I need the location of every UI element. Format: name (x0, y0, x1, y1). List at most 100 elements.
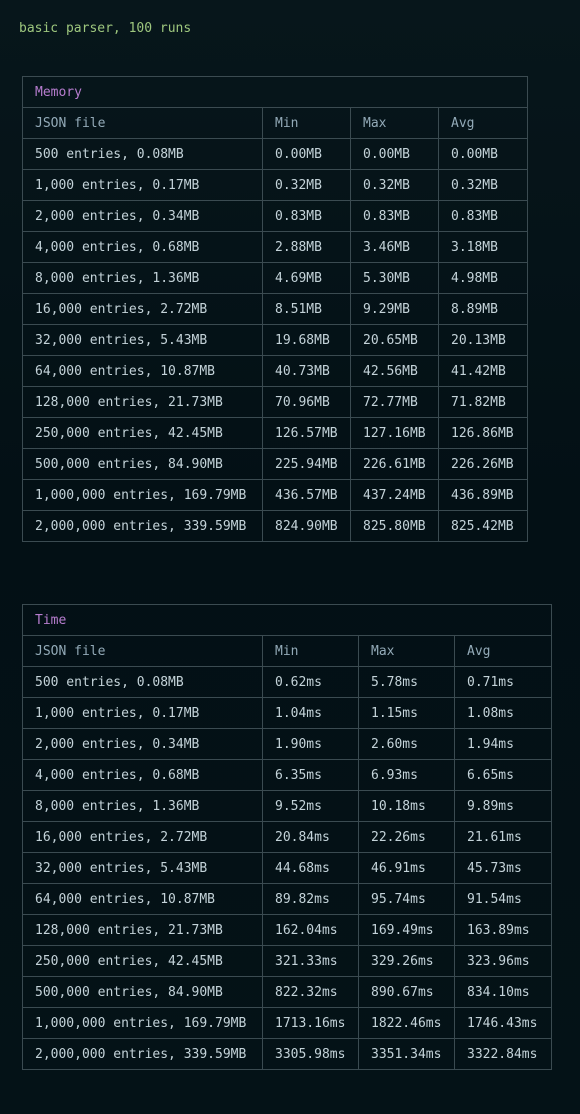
memory-caption: Memory (21, 76, 529, 108)
page-title: basic parser, 100 runs (19, 21, 192, 36)
cell-avg: 0.71ms (454, 666, 552, 698)
cell-min: 225.94MB (262, 448, 351, 480)
cell-avg: 436.89MB (437, 479, 529, 511)
table-row: 32,000 entries, 5.43MB 19.68MB 20.65MB 20.1… (22, 324, 529, 356)
cell-max: 22.26ms (358, 821, 455, 853)
cell-avg: 91.54ms (454, 883, 552, 915)
cell-min: 9.52ms (262, 790, 359, 822)
cell-json-file: 4,000 entries, 0.68MB (22, 231, 263, 263)
memory-table: Memory JSON file Min Max Avg 500 entries… (21, 76, 529, 542)
cell-json-file: 8,000 entries, 1.36MB (22, 790, 263, 822)
cell-avg: 4.98MB (437, 262, 529, 294)
table-row: 500 entries, 0.08MB 0.62ms 5.78ms 0.71ms (22, 666, 552, 698)
column-header-min: Min (262, 107, 351, 139)
cell-json-file: 250,000 entries, 42.45MB (22, 945, 263, 977)
column-header-avg: Avg (437, 107, 529, 139)
cell-min: 4.69MB (262, 262, 351, 294)
cell-avg: 41.42MB (437, 355, 529, 387)
cell-avg: 6.65ms (454, 759, 552, 791)
cell-json-file: 128,000 entries, 21.73MB (22, 386, 263, 418)
cell-json-file: 16,000 entries, 2.72MB (22, 293, 263, 325)
cell-min: 89.82ms (262, 883, 359, 915)
cell-min: 824.90MB (262, 510, 351, 542)
column-header-min: Min (262, 635, 359, 667)
cell-min: 44.68ms (262, 852, 359, 884)
time-header-row: JSON file Min Max Avg (22, 635, 552, 667)
cell-min: 126.57MB (262, 417, 351, 449)
cell-json-file: 2,000 entries, 0.34MB (22, 728, 263, 760)
cell-avg: 1.94ms (454, 728, 552, 760)
time-table: Time JSON file Min Max Avg 500 entries, … (22, 604, 552, 1070)
cell-max: 5.78ms (358, 666, 455, 698)
cell-avg: 45.73ms (454, 852, 552, 884)
cell-min: 20.84ms (262, 821, 359, 853)
cell-max: 95.74ms (358, 883, 455, 915)
cell-json-file: 64,000 entries, 10.87MB (22, 883, 263, 915)
cell-json-file: 4,000 entries, 0.68MB (22, 759, 263, 791)
cell-max: 890.67ms (358, 976, 455, 1008)
cell-min: 8.51MB (262, 293, 351, 325)
cell-json-file: 1,000,000 entries, 169.79MB (22, 479, 263, 511)
table-row: 1,000,000 entries, 169.79MB 1713.16ms 1822… (22, 1007, 552, 1039)
cell-avg: 20.13MB (437, 324, 529, 356)
cell-json-file: 32,000 entries, 5.43MB (22, 324, 263, 356)
cell-min: 321.33ms (262, 945, 359, 977)
cell-min: 6.35ms (262, 759, 359, 791)
cell-avg: 0.83MB (437, 200, 529, 232)
table-row: 4,000 entries, 0.68MB 2.88MB 3.46MB 3.18MB (22, 231, 529, 263)
cell-max: 0.00MB (350, 138, 439, 170)
cell-min: 0.83MB (262, 200, 351, 232)
cell-min: 0.00MB (262, 138, 351, 170)
column-header-max: Max (358, 635, 455, 667)
table-row: 500,000 entries, 84.90MB 822.32ms 890.67ms… (22, 976, 552, 1008)
table-row: 250,000 entries, 42.45MB 321.33ms 329.26ms… (22, 945, 552, 977)
cell-max: 42.56MB (350, 355, 439, 387)
cell-json-file: 2,000,000 entries, 339.59MB (22, 510, 263, 542)
cell-avg: 1.08ms (454, 697, 552, 729)
cell-json-file: 2,000,000 entries, 339.59MB (22, 1038, 263, 1070)
table-row: 500 entries, 0.08MB 0.00MB 0.00MB 0.00MB (22, 138, 529, 170)
cell-min: 3305.98ms (262, 1038, 359, 1070)
column-header-json-file: JSON file (22, 107, 263, 139)
cell-json-file: 16,000 entries, 2.72MB (22, 821, 263, 853)
table-row: 1,000 entries, 0.17MB 1.04ms 1.15ms 1.08ms (22, 697, 552, 729)
table-row: 250,000 entries, 42.45MB 126.57MB 127.16MB… (22, 417, 529, 449)
cell-avg: 8.89MB (437, 293, 529, 325)
table-row: 128,000 entries, 21.73MB 162.04ms 169.49ms… (22, 914, 552, 946)
cell-max: 3.46MB (350, 231, 439, 263)
table-row: 32,000 entries, 5.43MB 44.68ms 46.91ms 45.7… (22, 852, 552, 884)
cell-json-file: 2,000 entries, 0.34MB (22, 200, 263, 232)
cell-min: 1.90ms (262, 728, 359, 760)
cell-avg: 825.42MB (437, 510, 529, 542)
column-header-json-file: JSON file (22, 635, 263, 667)
cell-min: 0.32MB (262, 169, 351, 201)
cell-max: 825.80MB (350, 510, 439, 542)
cell-max: 329.26ms (358, 945, 455, 977)
cell-max: 72.77MB (350, 386, 439, 418)
cell-avg: 323.96ms (454, 945, 552, 977)
table-row: 16,000 entries, 2.72MB 8.51MB 9.29MB 8.89MB (22, 293, 529, 325)
cell-avg: 71.82MB (437, 386, 529, 418)
table-row: 2,000,000 entries, 339.59MB 3305.98ms 3351… (22, 1038, 552, 1070)
cell-max: 10.18ms (358, 790, 455, 822)
table-row: 64,000 entries, 10.87MB 89.82ms 95.74ms 91.… (22, 883, 552, 915)
cell-avg: 1746.43ms (454, 1007, 552, 1039)
cell-min: 1713.16ms (262, 1007, 359, 1039)
cell-max: 1822.46ms (358, 1007, 455, 1039)
cell-avg: 163.89ms (454, 914, 552, 946)
table-row: 8,000 entries, 1.36MB 9.52ms 10.18ms 9.89ms (22, 790, 552, 822)
column-header-max: Max (350, 107, 439, 139)
cell-min: 2.88MB (262, 231, 351, 263)
cell-max: 127.16MB (350, 417, 439, 449)
cell-avg: 126.86MB (437, 417, 529, 449)
memory-caption-row: Memory (21, 76, 529, 108)
cell-min: 436.57MB (262, 479, 351, 511)
table-row: 2,000 entries, 0.34MB 0.83MB 0.83MB 0.83MB (22, 200, 529, 232)
time-caption-row: Time (22, 604, 552, 636)
cell-max: 0.32MB (350, 169, 439, 201)
cell-max: 437.24MB (350, 479, 439, 511)
cell-json-file: 1,000,000 entries, 169.79MB (22, 1007, 263, 1039)
cell-json-file: 250,000 entries, 42.45MB (22, 417, 263, 449)
cell-json-file: 128,000 entries, 21.73MB (22, 914, 263, 946)
table-row: 1,000 entries, 0.17MB 0.32MB 0.32MB 0.32MB (22, 169, 529, 201)
